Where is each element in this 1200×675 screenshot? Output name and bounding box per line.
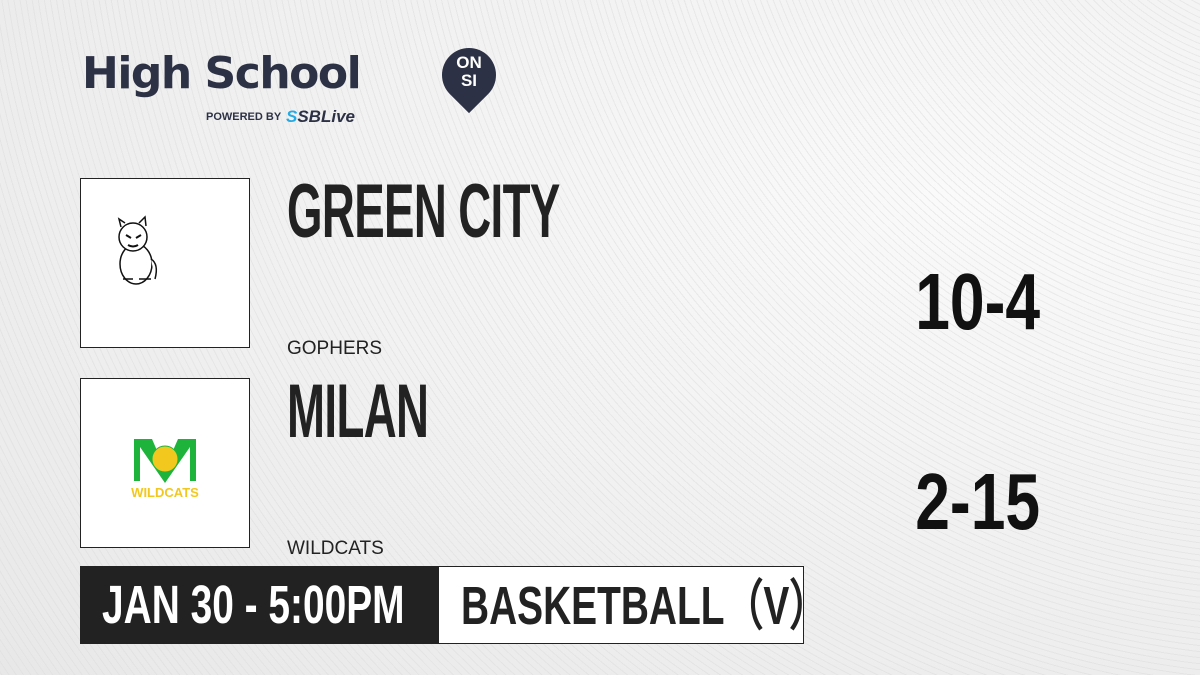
logo-badge: ON SI (456, 53, 482, 90)
powered-by-label: POWERED BY (206, 111, 282, 123)
game-datetime: JAN 30 - 5:00PM (80, 566, 438, 644)
svg-text:WILDCATS: WILDCATS (131, 485, 199, 500)
game-sport: BASKETBALL（V） (438, 566, 828, 644)
team-name: GREEN CITY (287, 169, 560, 254)
gopher-mascot-icon (117, 215, 158, 285)
team-name: MILAN (287, 369, 429, 454)
team-record: 10-4 (915, 257, 1040, 346)
logo-title: High School (82, 48, 362, 99)
team-logo-green-city (80, 178, 250, 348)
team-record: 2-15 (915, 457, 1040, 546)
team-logo-milan: WILDCATS (80, 378, 250, 548)
team-mascot: GOPHERS (287, 338, 383, 359)
sblive-logo: SSBLive (286, 107, 355, 126)
team-mascot: WILDCATS (287, 538, 384, 559)
wildcats-m-logo-icon: WILDCATS (131, 439, 199, 500)
